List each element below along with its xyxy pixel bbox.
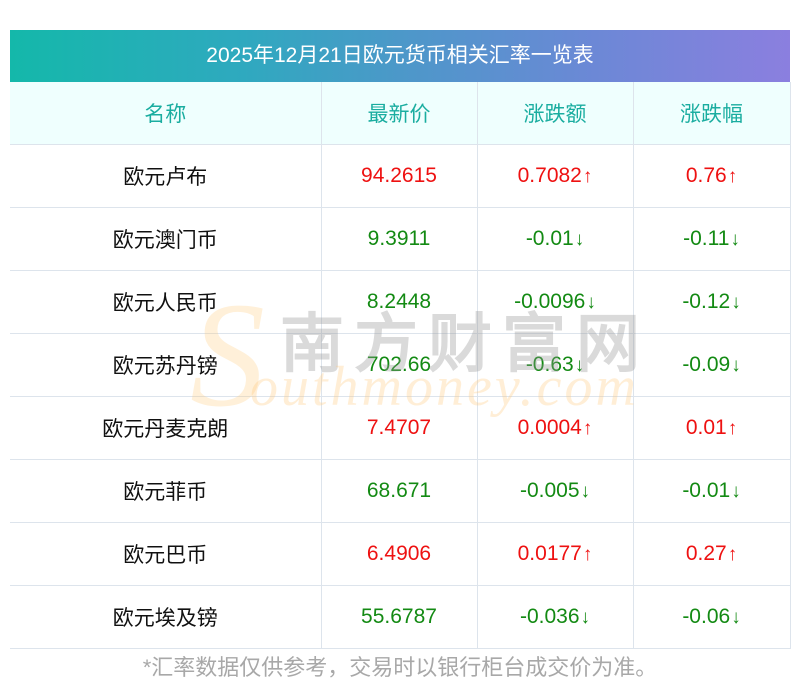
currency-pair-name: 欧元苏丹镑 — [10, 333, 322, 397]
currency-pair-name: 欧元巴币 — [10, 522, 322, 586]
change-percent: -0.12↓ — [633, 270, 791, 334]
change-amount: 0.7082↑ — [477, 144, 634, 208]
change-percent-value: -0.12 — [682, 290, 731, 313]
change-amount: -0.036↓ — [477, 585, 634, 649]
arrow-down-icon: ↓ — [731, 355, 741, 376]
currency-pair-name: 欧元卢布 — [10, 144, 322, 208]
table-row: 欧元苏丹镑 702.66 -0.63↓ -0.09↓ — [10, 333, 791, 397]
change-amount-value: -0.63 — [525, 353, 574, 376]
latest-price: 94.2615 — [321, 144, 478, 208]
change-percent-value: -0.01 — [682, 479, 731, 502]
column-header-change: 涨跌额 — [477, 82, 634, 145]
change-amount: 0.0004↑ — [477, 396, 634, 460]
arrow-down-icon: ↓ — [574, 355, 585, 376]
latest-price: 55.6787 — [321, 585, 478, 649]
exchange-rate-table-container: 2025年12月21日欧元货币相关汇率一览表 名称 最新价 涨跌额 涨跌幅 欧元… — [10, 30, 791, 649]
change-amount-value: 0.0004 — [517, 416, 582, 439]
arrow-down-icon: ↓ — [580, 481, 591, 502]
table-row: 欧元埃及镑 55.6787 -0.036↓ -0.06↓ — [10, 585, 791, 649]
header-row: 名称 最新价 涨跌额 涨跌幅 — [10, 82, 791, 145]
arrow-down-icon: ↓ — [730, 229, 740, 250]
change-percent: -0.06↓ — [633, 585, 791, 649]
arrow-up-icon: ↑ — [727, 166, 738, 187]
table-row: 欧元菲币 68.671 -0.005↓ -0.01↓ — [10, 459, 791, 523]
column-header-name: 名称 — [10, 82, 322, 145]
table-title: 2025年12月21日欧元货币相关汇率一览表 — [10, 30, 790, 82]
column-header-price: 最新价 — [321, 82, 478, 145]
change-percent: 0.01↑ — [633, 396, 791, 460]
currency-pair-name: 欧元菲币 — [10, 459, 322, 523]
table-row: 欧元丹麦克朗 7.4707 0.0004↑ 0.01↑ — [10, 396, 791, 460]
change-percent-value: -0.06 — [682, 605, 731, 628]
latest-price: 702.66 — [321, 333, 478, 397]
change-percent-value: 0.27 — [685, 542, 727, 565]
table-row: 欧元澳门币 9.3911 -0.01↓ -0.11↓ — [10, 207, 791, 271]
arrow-up-icon: ↑ — [582, 166, 593, 187]
change-percent: -0.09↓ — [633, 333, 791, 397]
change-amount: 0.0177↑ — [477, 522, 634, 586]
change-percent: -0.01↓ — [633, 459, 791, 523]
change-amount-value: -0.036 — [519, 605, 580, 628]
change-amount-value: 0.7082 — [517, 164, 582, 187]
currency-pair-name: 欧元澳门币 — [10, 207, 322, 271]
column-header-pct: 涨跌幅 — [633, 82, 791, 145]
disclaimer-footer: *汇率数据仅供参考，交易时以银行柜台成交价为准。 — [142, 655, 658, 680]
table-row: 欧元卢布 94.2615 0.7082↑ 0.76↑ — [10, 144, 791, 208]
latest-price: 8.2448 — [321, 270, 478, 334]
arrow-up-icon: ↑ — [582, 418, 593, 439]
arrow-down-icon: ↓ — [731, 481, 741, 502]
arrow-down-icon: ↓ — [731, 292, 741, 313]
change-amount: -0.63↓ — [477, 333, 634, 397]
currency-pair-name: 欧元埃及镑 — [10, 585, 322, 649]
change-percent-value: 0.01 — [685, 416, 727, 439]
change-amount-value: -0.005 — [519, 479, 580, 502]
arrow-down-icon: ↓ — [586, 292, 596, 313]
change-amount-value: 0.0177 — [517, 542, 582, 565]
change-amount: -0.0096↓ — [477, 270, 634, 334]
latest-price: 9.3911 — [321, 207, 478, 271]
arrow-down-icon: ↓ — [731, 607, 741, 628]
arrow-up-icon: ↑ — [727, 544, 738, 565]
arrow-down-icon: ↓ — [580, 607, 591, 628]
change-percent: 0.76↑ — [633, 144, 791, 208]
change-percent: 0.27↑ — [633, 522, 791, 586]
arrow-down-icon: ↓ — [574, 229, 585, 250]
arrow-up-icon: ↑ — [582, 544, 593, 565]
exchange-rate-table: 名称 最新价 涨跌额 涨跌幅 欧元卢布 94.2615 0.7082↑ 0.76↑ 欧元… — [10, 82, 791, 649]
currency-pair-name: 欧元人民币 — [10, 270, 322, 334]
change-amount-value: -0.0096 — [514, 290, 586, 313]
currency-pair-name: 欧元丹麦克朗 — [10, 396, 322, 460]
change-percent-value: -0.11 — [683, 227, 730, 250]
latest-price: 6.4906 — [321, 522, 478, 586]
latest-price: 68.671 — [321, 459, 478, 523]
table-row: 欧元巴币 6.4906 0.0177↑ 0.27↑ — [10, 522, 791, 586]
table-row: 欧元人民币 8.2448 -0.0096↓ -0.12↓ — [10, 270, 791, 334]
change-percent-value: -0.09 — [682, 353, 731, 376]
arrow-up-icon: ↑ — [727, 418, 738, 439]
change-percent: -0.11↓ — [633, 207, 791, 271]
change-percent-value: 0.76 — [685, 164, 727, 187]
change-amount-value: -0.01 — [525, 227, 574, 250]
latest-price: 7.4707 — [321, 396, 478, 460]
change-amount: -0.01↓ — [477, 207, 634, 271]
change-amount: -0.005↓ — [477, 459, 634, 523]
